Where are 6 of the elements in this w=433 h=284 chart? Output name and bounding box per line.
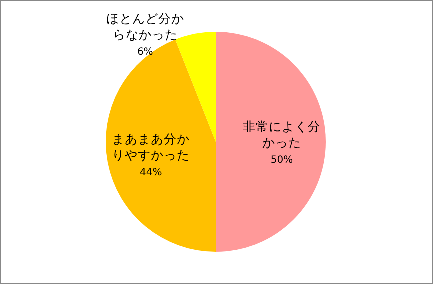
slice-label: 非常によく分かった xyxy=(243,119,321,150)
slice-label: ほとんど分からなかった xyxy=(106,10,184,42)
data-label: 6% xyxy=(137,46,154,58)
slice-label: まあまあ分かりやすかった xyxy=(112,131,190,162)
data-label: 44% xyxy=(140,167,162,178)
data-label: 50% xyxy=(270,155,294,166)
